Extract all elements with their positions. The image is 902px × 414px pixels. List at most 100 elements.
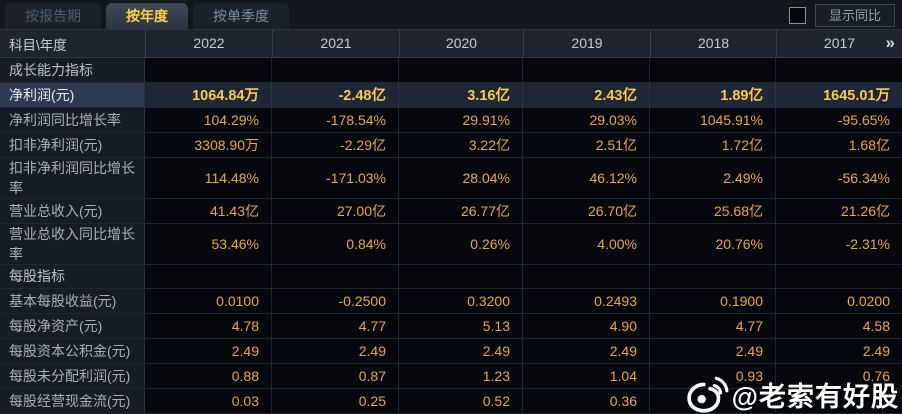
- year-header-2021[interactable]: 2021: [272, 30, 399, 57]
- cell-2018: 2.49%: [650, 157, 776, 198]
- table-row: 营业总收入(元) 41.43亿 27.00亿 26.77亿 26.70亿 25.68亿 21…: [0, 198, 902, 224]
- cell-2021: 2.49: [272, 339, 399, 364]
- tab-report-period[interactable]: 按报告期: [5, 3, 101, 29]
- row-label: 扣非净利润同比增长率: [0, 157, 145, 198]
- cell-2020: 0.3200: [399, 289, 523, 314]
- year-header-label: 2019: [571, 35, 603, 51]
- cell-2020: 0.52: [399, 389, 523, 413]
- cell-2022: 41.43亿: [145, 198, 272, 223]
- table-row: 扣非净利润同比增长率 114.48% -171.03% 28.04% 46.12% 2.4…: [0, 157, 902, 199]
- cell-2019: 0.36: [523, 389, 650, 413]
- cell-2017: 0.0200: [776, 289, 902, 314]
- cell-2020: 28.04%: [399, 157, 523, 198]
- cell-2021: [272, 58, 399, 82]
- cell-2022: 0.88: [145, 364, 272, 389]
- cell-2021: -0.2500: [272, 289, 399, 314]
- year-header-2020[interactable]: 2020: [399, 30, 523, 57]
- cell-2018: 1.72亿: [650, 132, 776, 157]
- cell-2021: -171.03%: [272, 157, 399, 198]
- cell-2018: 20.76%: [650, 223, 776, 264]
- row-label: 扣非净利润(元): [0, 132, 145, 157]
- cell-2017: 1645.01万: [776, 82, 902, 107]
- cell-2017: 2.49: [776, 339, 902, 364]
- row-label: 每股未分配利润(元): [0, 364, 145, 389]
- cell-2019: 46.12%: [523, 157, 650, 198]
- cell-2017: [776, 389, 902, 413]
- cell-2019: 2.43亿: [523, 82, 650, 107]
- cell-2019: 2.51亿: [523, 132, 650, 157]
- cell-2019: 0.2493: [523, 289, 650, 314]
- table-header-row: 科目\年度 2022 2021 2020 2019 2018 2017 »: [0, 29, 902, 58]
- cell-2022: 3308.90万: [145, 132, 272, 157]
- cell-2018: 0.93: [650, 364, 776, 389]
- show-yoy-checkbox[interactable]: [788, 7, 806, 24]
- row-label: 基本每股收益(元): [0, 289, 145, 314]
- cell-2021: 4.77: [272, 314, 399, 339]
- cell-2019: 29.03%: [523, 107, 650, 132]
- table-row: 基本每股收益(元) 0.0100 -0.2500 0.3200 0.2493 0.1900…: [0, 289, 902, 315]
- row-label: 净利润(元): [0, 82, 145, 107]
- cell-2020: [399, 58, 523, 82]
- cell-2019: [523, 58, 650, 82]
- year-header-2018[interactable]: 2018: [650, 30, 776, 57]
- cell-2019: [523, 264, 650, 289]
- cell-2018: 2.49: [650, 339, 776, 364]
- cell-2022: 53.46%: [145, 223, 272, 264]
- cell-2020: 3.22亿: [399, 132, 523, 157]
- year-header-2017[interactable]: 2017 »: [776, 30, 902, 57]
- cell-2020: 0.26%: [399, 223, 523, 264]
- cell-2021: -2.29亿: [272, 132, 399, 157]
- period-tab-bar: 按报告期 按年度 按单季度 显示同比: [0, 0, 902, 29]
- cell-2019: 1.04: [523, 364, 650, 389]
- year-header-2019[interactable]: 2019: [523, 30, 650, 57]
- cell-2021: -2.48亿: [272, 82, 399, 107]
- year-header-label: 2022: [193, 35, 225, 51]
- cell-2022: 114.48%: [145, 157, 272, 198]
- year-header-label: 2018: [697, 35, 730, 51]
- cell-2020: 29.91%: [399, 107, 523, 132]
- cell-2019: 4.90: [523, 314, 650, 339]
- cell-2017: [776, 264, 902, 289]
- table-row: 成长能力指标: [0, 58, 902, 83]
- show-yoy-label[interactable]: 显示同比: [814, 4, 895, 27]
- tab-single-quarter[interactable]: 按单季度: [193, 3, 289, 29]
- cell-2018: 0.1900: [650, 289, 776, 314]
- cell-2019: 26.70亿: [523, 198, 650, 223]
- cell-2018: [650, 58, 776, 82]
- cell-2017: -2.31%: [776, 223, 902, 264]
- cell-2017: 4.58: [776, 314, 902, 339]
- cell-2019: 2.49: [523, 339, 650, 364]
- cell-2017: -56.34%: [776, 157, 902, 198]
- cell-2022: 1064.84万: [145, 82, 272, 107]
- row-label: 营业总收入(元): [0, 198, 145, 223]
- cell-2022: 4.78: [145, 314, 272, 339]
- row-label: 每股资本公积金(元): [0, 339, 145, 364]
- cell-2018: [650, 389, 776, 413]
- table-row: 净利润(元) 1064.84万 -2.48亿 3.16亿 2.43亿 1.89亿 1645.…: [0, 82, 902, 108]
- cell-2018: 1045.91%: [650, 107, 776, 132]
- cell-2022: 0.0100: [145, 289, 272, 314]
- row-label: 净利润同比增长率: [0, 107, 145, 132]
- more-years-icon[interactable]: »: [885, 33, 895, 52]
- cell-2021: -178.54%: [272, 107, 399, 132]
- year-header-label: 2021: [320, 35, 352, 51]
- row-label: 每股净资产(元): [0, 314, 145, 339]
- cell-2017: 1.68亿: [776, 132, 902, 157]
- row-label: 每股指标: [0, 264, 145, 289]
- cell-2019: 4.00%: [523, 223, 650, 264]
- cell-2022: 104.29%: [145, 107, 272, 132]
- cell-2018: 25.68亿: [650, 198, 776, 223]
- table-row: 营业总收入同比增长率 53.46% 0.84% 0.26% 4.00% 20.76% -2.…: [0, 223, 902, 265]
- year-header-2022[interactable]: 2022: [145, 30, 272, 57]
- cell-2018: 1.89亿: [650, 82, 776, 107]
- table-row: 净利润同比增长率 104.29% -178.54% 29.91% 29.03% 1045.…: [0, 107, 902, 133]
- row-label: 营业总收入同比增长率: [0, 223, 145, 264]
- tab-annual[interactable]: 按年度: [106, 3, 188, 29]
- cell-2017: 21.26亿: [776, 198, 902, 223]
- table-row: 每股指标: [0, 264, 902, 290]
- cell-2022: 0.03: [145, 389, 272, 413]
- cell-2020: 3.16亿: [399, 82, 523, 107]
- table-row: 每股未分配利润(元) 0.88 0.87 1.23 1.04 0.93 0.76: [0, 364, 902, 390]
- year-header-label: 2017: [823, 35, 856, 51]
- cell-2021: [272, 264, 399, 289]
